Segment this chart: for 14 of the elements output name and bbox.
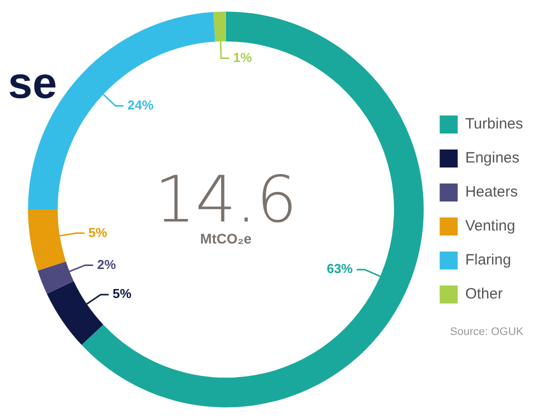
- legend-label: Venting: [465, 218, 516, 235]
- data-label: 2%: [97, 256, 116, 272]
- source-note: Source: OGUK: [450, 326, 524, 338]
- legend-label: Other: [465, 286, 503, 303]
- legend-label: Turbines: [465, 116, 524, 133]
- legend-label: Heaters: [465, 184, 518, 201]
- data-label: 24%: [128, 97, 154, 112]
- legend-label: Engines: [465, 150, 520, 167]
- legend-label: Flaring: [465, 252, 512, 269]
- data-label: 5%: [88, 224, 108, 240]
- text: se: [8, 59, 57, 108]
- data-label: 5%: [112, 286, 132, 302]
- data-label: 63%: [326, 261, 354, 276]
- data-label: 1%: [233, 50, 252, 65]
